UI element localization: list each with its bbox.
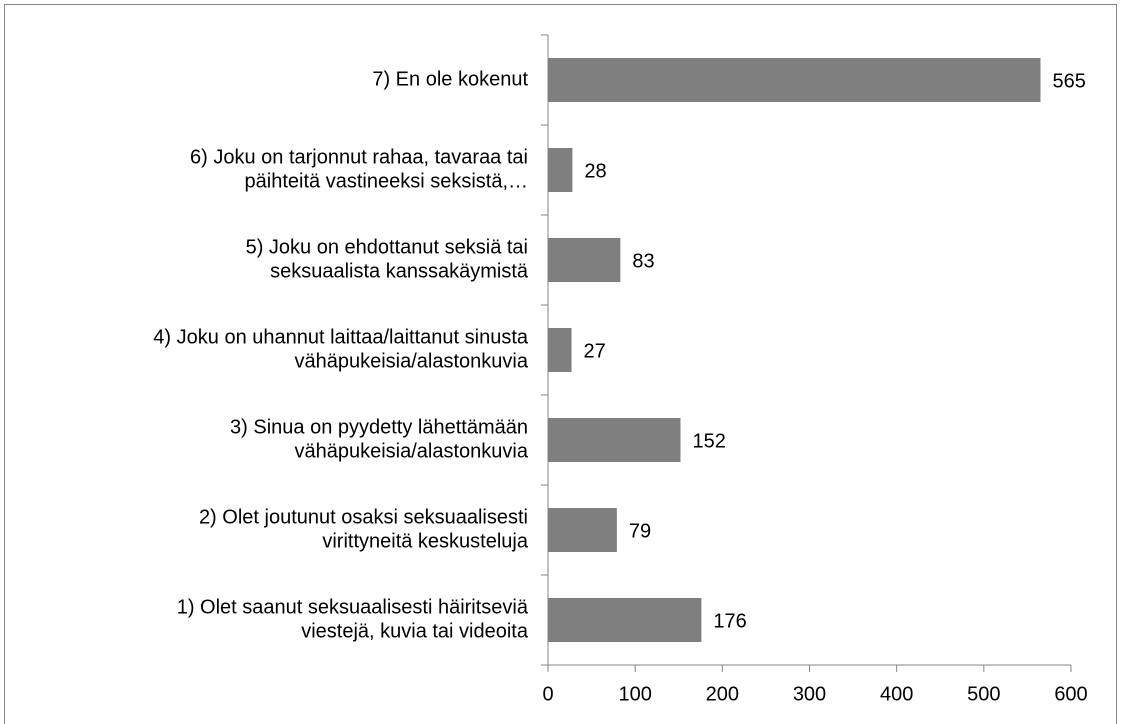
y-tick-label: vähäpukeisia/alastonkuvia bbox=[295, 350, 529, 372]
x-tick-label: 400 bbox=[880, 683, 913, 705]
bar bbox=[548, 508, 617, 552]
y-tick-label: virittyneitä keskusteluja bbox=[322, 530, 529, 552]
data-label: 565 bbox=[1052, 70, 1085, 92]
bar bbox=[548, 598, 702, 642]
data-label: 176 bbox=[713, 610, 746, 632]
y-tick-label: päihteitä vastineeksi seksistä,… bbox=[245, 170, 528, 192]
bar bbox=[548, 148, 573, 192]
bar bbox=[548, 418, 681, 462]
x-tick-label: 200 bbox=[706, 683, 739, 705]
y-tick-label: 6) Joku on tarjonnut rahaa, tavaraa tai bbox=[190, 146, 528, 168]
x-tick-label: 300 bbox=[793, 683, 826, 705]
data-label: 152 bbox=[692, 430, 725, 452]
y-tick-label: 3) Sinua on pyydetty lähettämään bbox=[230, 416, 528, 438]
x-tick-label: 0 bbox=[542, 683, 553, 705]
data-label: 27 bbox=[584, 340, 606, 362]
bar bbox=[548, 328, 572, 372]
y-tick-label: viestejä, kuvia tai videoita bbox=[301, 620, 529, 642]
data-label: 28 bbox=[584, 160, 606, 182]
x-tick-label: 600 bbox=[1054, 683, 1087, 705]
bar bbox=[548, 58, 1041, 102]
y-tick-label: 7) En ole kokenut bbox=[372, 68, 528, 90]
bar bbox=[548, 238, 621, 282]
x-tick-label: 100 bbox=[618, 683, 651, 705]
y-tick-label: seksuaalista kanssakäymistä bbox=[270, 260, 529, 282]
x-tick-label: 500 bbox=[967, 683, 1000, 705]
y-tick-label: 2) Olet joutunut osaksi seksuaalisesti bbox=[199, 506, 528, 528]
y-tick-label: 5) Joku on ehdottanut seksiä tai bbox=[246, 236, 528, 258]
y-tick-label: 4) Joku on uhannut laittaa/laittanut sin… bbox=[153, 326, 529, 348]
data-label: 79 bbox=[629, 520, 651, 542]
y-tick-label: 1) Olet saanut seksuaalisesti häiritsevi… bbox=[177, 596, 529, 618]
data-label: 83 bbox=[632, 250, 654, 272]
y-tick-label: vähäpukeisia/alastonkuvia bbox=[295, 440, 529, 462]
